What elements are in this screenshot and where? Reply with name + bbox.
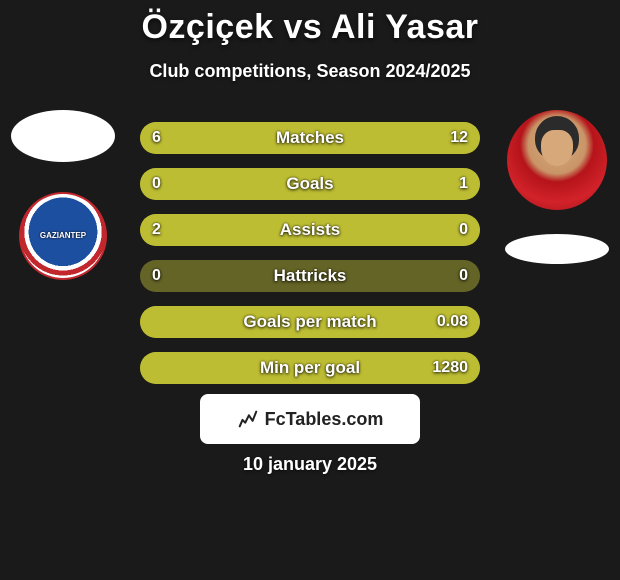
stats-bars: Matches612 Goals01 Assists20 Hattricks0 0 Goa… <box>140 122 480 384</box>
club-crest-left: GAZIANTEP <box>19 192 107 280</box>
stat-fill-right <box>140 352 480 384</box>
update-date: 10 january 2025 <box>0 454 620 475</box>
stat-row: Matches612 <box>140 122 480 154</box>
stat-fill-right <box>140 306 480 338</box>
stat-row: Hattricks0 0 <box>140 260 480 292</box>
stat-value-left: 0 <box>152 260 161 292</box>
player-left-column: GAZIANTEP <box>8 110 118 280</box>
brand-logo-icon <box>237 408 259 430</box>
club-crest-left-text: GAZIANTEP <box>40 232 86 240</box>
stat-fill-left <box>140 122 252 154</box>
subtitle: Club competitions, Season 2024/2025 <box>0 61 620 82</box>
club-crest-right-placeholder <box>505 234 609 264</box>
stat-value-right: 0 <box>459 260 468 292</box>
page-title: Özçiçek vs Ali Yasar <box>0 0 620 47</box>
stat-fill-left <box>140 214 480 246</box>
stat-row: Min per goal1280 <box>140 352 480 384</box>
stat-fill-right <box>140 168 480 200</box>
stat-row: Assists20 <box>140 214 480 246</box>
player-right-photo <box>507 110 607 210</box>
stat-label: Hattricks <box>140 260 480 292</box>
player-left-avatar-placeholder <box>11 110 115 162</box>
brand-text: FcTables.com <box>265 409 384 430</box>
comparison-card: Özçiçek vs Ali Yasar Club competitions, … <box>0 0 620 580</box>
stat-row: Goals01 <box>140 168 480 200</box>
player-right-column <box>502 110 612 264</box>
stat-row: Goals per match0.08 <box>140 306 480 338</box>
brand-pill[interactable]: FcTables.com <box>200 394 420 444</box>
stat-fill-right <box>252 122 480 154</box>
